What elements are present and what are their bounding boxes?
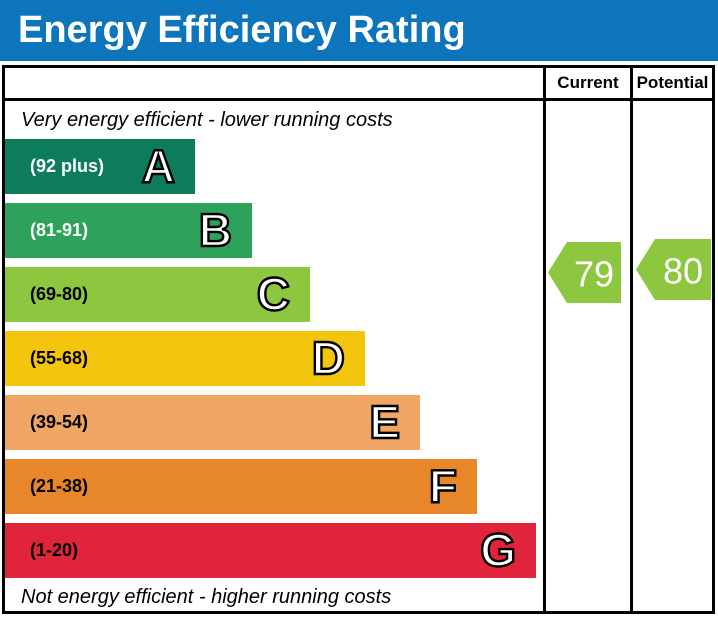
band-row-D: (55-68) D (5, 331, 365, 386)
column-header-current: Current (543, 68, 630, 101)
left-arrow-pentagon-icon: 80 (636, 239, 711, 300)
caption-not-efficient: Not energy efficient - higher running co… (21, 586, 392, 608)
title-bar: Energy Efficiency Rating (0, 0, 718, 61)
current-column (543, 101, 630, 611)
caption-very-efficient: Very energy efficient - lower running co… (21, 109, 393, 131)
band-row-F: (21-38) F (5, 459, 477, 514)
band-letter: A (141, 139, 177, 192)
band-row-G: (1-20) G (5, 523, 536, 578)
band-letter: B (198, 203, 234, 256)
page-title: Energy Efficiency Rating (18, 9, 466, 51)
band-range-label: (92 plus) (30, 156, 105, 176)
header-spacer-cell (5, 68, 543, 101)
left-arrow-pentagon-icon: 79 (548, 242, 621, 303)
band-letter: G (479, 523, 517, 576)
band-row-A: (92 plus) A (5, 139, 195, 194)
band-letter: E (368, 395, 401, 448)
band-range-label: (39-54) (30, 412, 89, 432)
column-header-potential: Potential (630, 68, 712, 101)
bands-area: Very energy efficient - lower running co… (5, 101, 543, 611)
potential-column (630, 101, 712, 611)
band-row-B: (81-91) B (5, 203, 252, 258)
band-range-label: (1-20) (30, 540, 79, 560)
potential-rating-value: 80 (663, 251, 703, 292)
band-range-label: (55-68) (30, 348, 89, 368)
band-range-label: (81-91) (30, 220, 89, 240)
band-range-label: (21-38) (30, 476, 89, 496)
current-rating-value: 79 (574, 254, 614, 295)
band-range-label: (69-80) (30, 284, 89, 304)
current-rating-arrow: 79 (548, 242, 621, 303)
rating-table: Current Potential Very energy efficient … (2, 65, 715, 614)
band-letter: D (311, 331, 347, 384)
bands: (92 plus) A (81-91) B (69-80) C (55-68) D (39-54… (5, 139, 536, 587)
band-row-C: (69-80) C (5, 267, 310, 322)
potential-rating-arrow: 80 (636, 239, 711, 300)
band-letter: C (256, 267, 292, 320)
band-row-E: (39-54) E (5, 395, 420, 450)
band-letter: F (428, 459, 459, 512)
